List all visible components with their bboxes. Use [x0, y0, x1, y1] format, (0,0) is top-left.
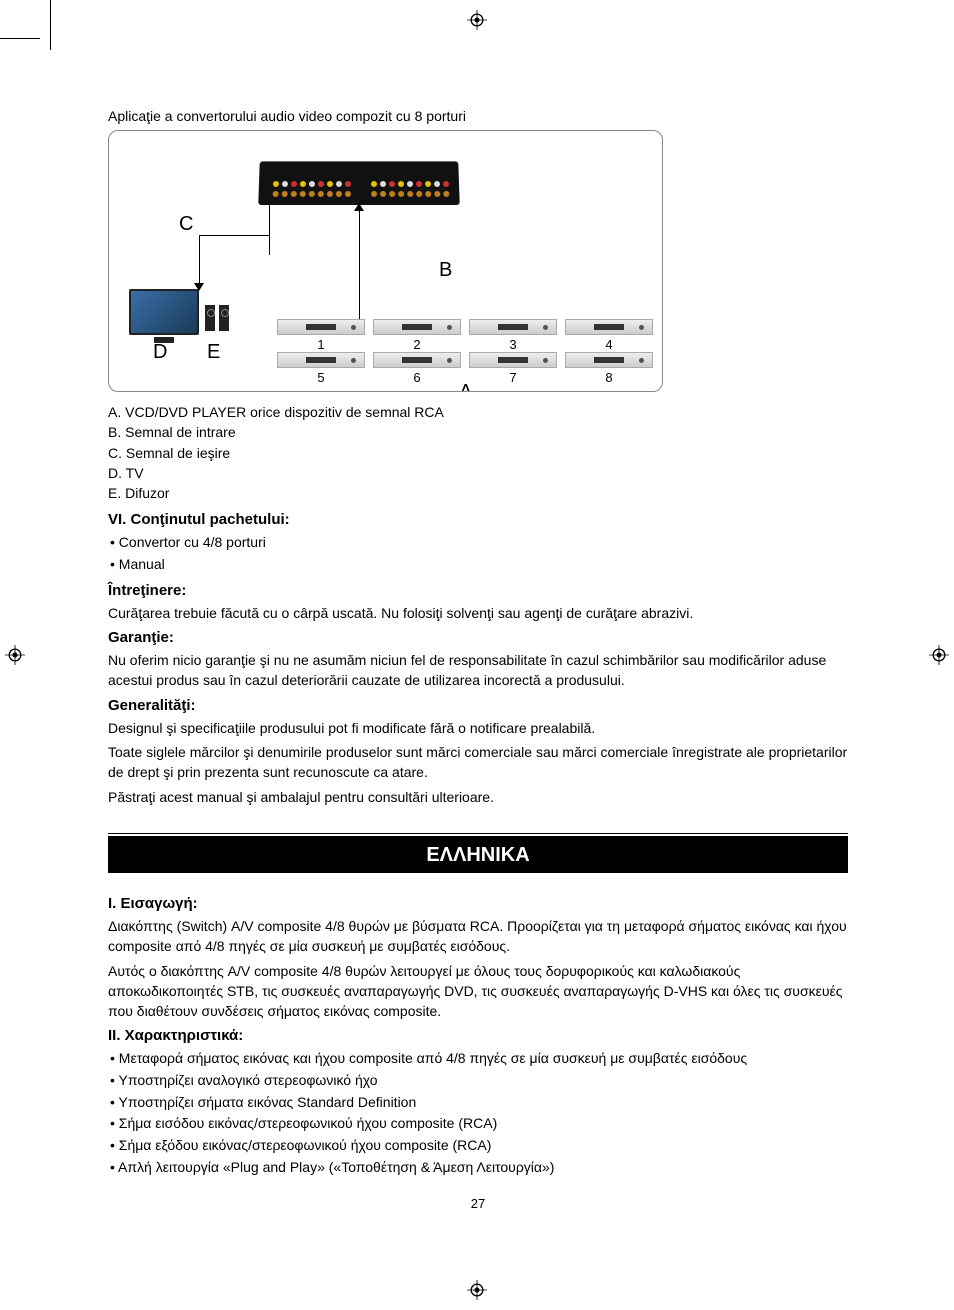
diagram-label-e: E [207, 341, 220, 364]
general-p2: Toate siglele mărcilor şi denumirile pro… [108, 742, 848, 783]
page-content: Aplicaţie a convertorului audio video co… [108, 108, 848, 1185]
tv-icon [129, 289, 199, 335]
page-number: 27 [108, 1196, 848, 1211]
list-item: Μεταφορά σήματος εικόνας και ήχου compos… [108, 1048, 848, 1070]
player-number: 5 [277, 370, 365, 385]
section-heading-general: Generalităţi: [108, 697, 848, 714]
diagram-caption: Aplicaţie a convertorului audio video co… [108, 108, 848, 124]
list-item: Manual [108, 554, 848, 576]
registration-mark-icon [5, 645, 25, 665]
player-icon [565, 352, 653, 368]
intro-gr-p2: Αυτός ο διακόπτης A/V composite 4/8 θυρώ… [108, 961, 848, 1022]
player-number: 7 [469, 370, 557, 385]
connector-line [199, 235, 269, 236]
section-heading-maintenance: Întreţinere: [108, 582, 848, 599]
intro-gr-p1: Διακόπτης (Switch) A/V composite 4/8 θυρ… [108, 916, 848, 957]
player-icon [565, 319, 653, 335]
registration-mark-icon [467, 10, 487, 30]
diagram-label-d: D [153, 341, 167, 364]
section-heading-package: VI. Conţinutul pachetului: [108, 511, 848, 528]
switch-device-icon [258, 161, 460, 205]
registration-mark-icon [467, 1280, 487, 1300]
player-number: 1 [277, 337, 365, 352]
speaker-icon [205, 305, 215, 331]
section-heading-intro-gr: I. Εισαγωγή: [108, 895, 848, 912]
list-item: Υποστηρίζει σήματα εικόνας Standard Defi… [108, 1092, 848, 1114]
connector-line [199, 235, 200, 289]
player-icon [469, 352, 557, 368]
player-icon [277, 319, 365, 335]
list-item: Σήμα εισόδου εικόνας/στερεοφωνικού ήχου … [108, 1113, 848, 1135]
registration-mark-icon [929, 645, 949, 665]
arrowhead-icon [354, 203, 364, 211]
language-banner: ΕΛΛΗΝΙΚA [108, 836, 848, 873]
tv-stand-icon [154, 337, 174, 343]
crop-mark [0, 38, 40, 39]
legend-item: D. TV [108, 463, 848, 483]
source-players-grid: 1 2 3 4 5 6 7 8 [277, 319, 653, 385]
list-item: Υποστηρίζει αναλογικό στερεοφωνικό ήχο [108, 1070, 848, 1092]
player-icon [373, 352, 461, 368]
diagram-label-b: B [439, 259, 452, 282]
connector-line [359, 205, 360, 319]
player-icon [373, 319, 461, 335]
general-p1: Designul şi specificaţiile produsului po… [108, 718, 848, 738]
legend-item: C. Semnal de ieşire [108, 443, 848, 463]
package-contents-list: Convertor cu 4/8 porturi Manual [108, 532, 848, 575]
legend-item: E. Difuzor [108, 483, 848, 503]
section-heading-warranty: Garanţie: [108, 629, 848, 646]
player-number: 2 [373, 337, 461, 352]
player-number: 3 [469, 337, 557, 352]
diagram-legend: A. VCD/DVD PLAYER orice dispozitiv de se… [108, 402, 848, 503]
legend-item: A. VCD/DVD PLAYER orice dispozitiv de se… [108, 402, 848, 422]
section-heading-features-gr: II. Χαρακτηριστικά: [108, 1027, 848, 1044]
features-list-gr: Μεταφορά σήματος εικόνας και ήχου compos… [108, 1048, 848, 1178]
player-icon [469, 319, 557, 335]
general-p3: Păstraţi acest manual şi ambalajul pentr… [108, 787, 848, 807]
list-item: Σήμα εξόδου εικόνας/στερεοφωνικού ήχου c… [108, 1135, 848, 1157]
warranty-text: Nu oferim nicio garanţie şi nu ne asumăm… [108, 650, 848, 691]
crop-mark [50, 0, 51, 50]
player-number: 4 [565, 337, 653, 352]
list-item: Απλή λειτουργία «Plug and Play» («Τοποθέ… [108, 1157, 848, 1179]
legend-item: B. Semnal de intrare [108, 422, 848, 442]
diagram-label-c: C [179, 213, 193, 236]
player-number: 8 [565, 370, 653, 385]
language-banner-wrap: ΕΛΛΗΝΙΚA [108, 833, 848, 873]
player-icon [277, 352, 365, 368]
speaker-icon [219, 305, 229, 331]
maintenance-text: Curăţarea trebuie făcută cu o cârpă usca… [108, 603, 848, 623]
list-item: Convertor cu 4/8 porturi [108, 532, 848, 554]
application-diagram: C B D E A 1 2 3 4 [108, 130, 663, 392]
player-number: 6 [373, 370, 461, 385]
connector-line [269, 205, 270, 255]
